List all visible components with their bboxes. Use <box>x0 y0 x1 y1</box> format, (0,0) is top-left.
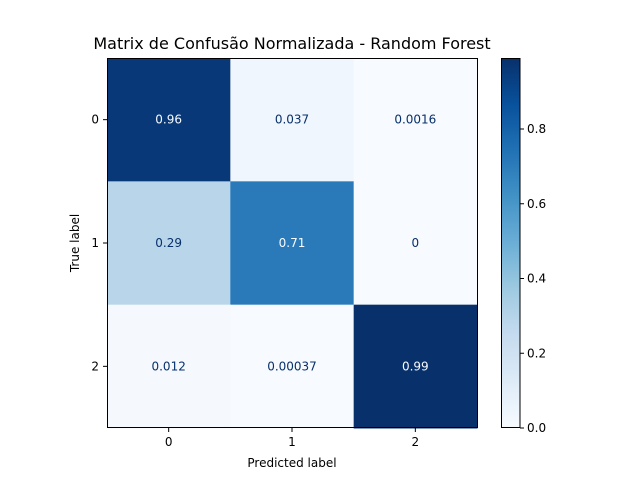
heatmap-cell <box>230 304 355 429</box>
heatmap-cell <box>230 58 355 182</box>
heatmap-cell <box>107 58 231 182</box>
x-axis-label: Predicted label <box>247 456 336 470</box>
heatmap-cell-label: 0.99 <box>402 359 429 373</box>
x-tick-label: 0 <box>165 435 173 449</box>
heatmap-cell <box>353 181 478 306</box>
heatmap-cell <box>230 181 355 306</box>
colorbar-ticks: 0.0 0.2 0.4 0.6 0.8 <box>520 122 546 435</box>
heatmap-cell <box>107 304 231 429</box>
y-tick-label: 1 <box>91 236 99 250</box>
x-tick-label: 2 <box>412 435 420 449</box>
y-axis-label: True label <box>68 214 82 273</box>
heatmap-cell <box>353 58 478 182</box>
colorbar-tick-label: 0.4 <box>527 272 546 286</box>
y-axis-ticks: 0 1 2 <box>91 113 107 373</box>
colorbar-tick-label: 0.6 <box>527 197 546 211</box>
colorbar-tick-label: 0.0 <box>527 421 546 435</box>
chart-title: Matrix de Confusão Normalizada - Random … <box>93 34 490 53</box>
colorbar-tick-label: 0.2 <box>527 346 546 360</box>
heatmap-cell <box>353 304 478 429</box>
heatmap-cells <box>107 58 478 429</box>
heatmap-cell-label: 0.71 <box>279 236 306 250</box>
heatmap-cell <box>107 181 231 306</box>
heatmap-cell-label: 0.0016 <box>394 113 436 127</box>
heatmap-cell-label: 0.037 <box>275 113 309 127</box>
heatmap-cell-label: 0.29 <box>155 236 182 250</box>
heatmap-cell-label: 0.00037 <box>267 359 317 373</box>
heatmap-cell-label: 0 <box>412 236 420 250</box>
x-axis-ticks: 0 1 2 <box>165 428 419 449</box>
colorbar <box>501 58 520 428</box>
colorbar-frame <box>501 58 521 428</box>
heatmap-cell-labels: 0.96 0.037 0.0016 0.29 0.71 0 0.012 0.00037 0.99 <box>151 113 436 374</box>
plot-frame <box>107 58 478 428</box>
y-tick-label: 0 <box>91 113 99 127</box>
heatmap-cell-label: 0.96 <box>155 113 182 127</box>
heatmap-cell-label: 0.012 <box>151 359 185 373</box>
colorbar-tick-label: 0.8 <box>527 122 546 136</box>
x-tick-label: 1 <box>288 435 296 449</box>
y-tick-label: 2 <box>91 359 99 373</box>
